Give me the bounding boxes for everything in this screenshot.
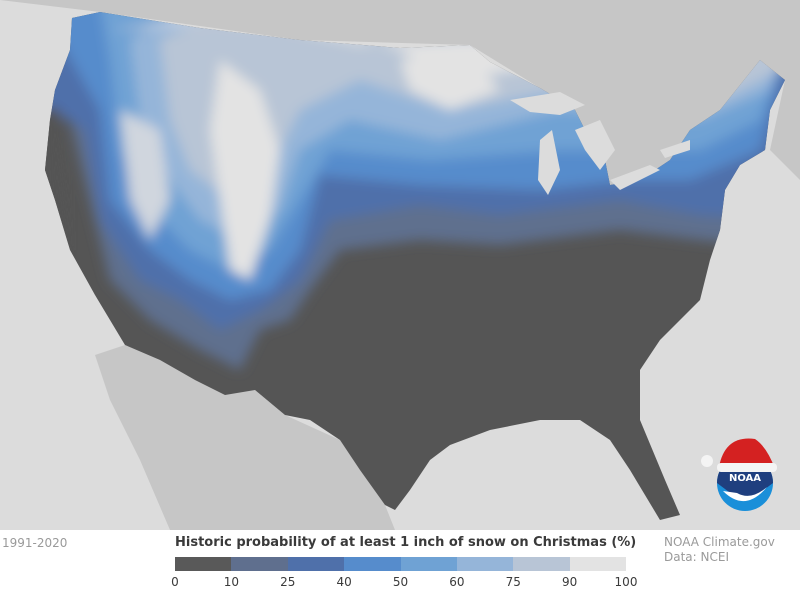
- legend-tick-label: 60: [449, 575, 465, 589]
- snow-probability-map: NOAA: [0, 0, 800, 530]
- legend-tick-label: 100: [614, 575, 638, 589]
- legend-tick-label: 40: [336, 575, 352, 589]
- noaa-logo: NOAA: [701, 438, 777, 511]
- legend-tick-label: 0: [171, 575, 179, 589]
- legend-tick-label: 75: [505, 575, 521, 589]
- legend-tick-label: 25: [280, 575, 296, 589]
- legend-tick-label: 90: [561, 575, 578, 589]
- credit-data: Data: NCEI: [664, 550, 729, 564]
- credit: NOAA Climate.gov Data: NCEI: [664, 535, 775, 565]
- legend-swatch: [175, 557, 232, 571]
- color-scale-ticks: 0 10 25 40 50 60 75 90 100: [171, 575, 637, 591]
- legend-title: Historic probability of at least 1 inch …: [175, 535, 637, 550]
- legend-swatch: [231, 557, 288, 571]
- legend-tick-label: 10: [223, 575, 240, 589]
- legend-swatch: [344, 557, 401, 571]
- legend-swatch: [456, 557, 514, 571]
- legend-swatch: [513, 557, 570, 571]
- logo-text: NOAA: [729, 473, 761, 484]
- great-lakes: [510, 92, 690, 195]
- color-scale-bar: [175, 557, 626, 571]
- legend-footer: 1991-2020 Historic probability of at lea…: [0, 530, 800, 594]
- period-label: 1991-2020: [2, 536, 68, 550]
- legend-swatch: [287, 557, 345, 571]
- legend-swatch: [569, 557, 626, 571]
- credit-source: NOAA Climate.gov: [664, 535, 775, 549]
- legend-tick-label: 50: [392, 575, 409, 589]
- legend-swatch: [400, 557, 457, 571]
